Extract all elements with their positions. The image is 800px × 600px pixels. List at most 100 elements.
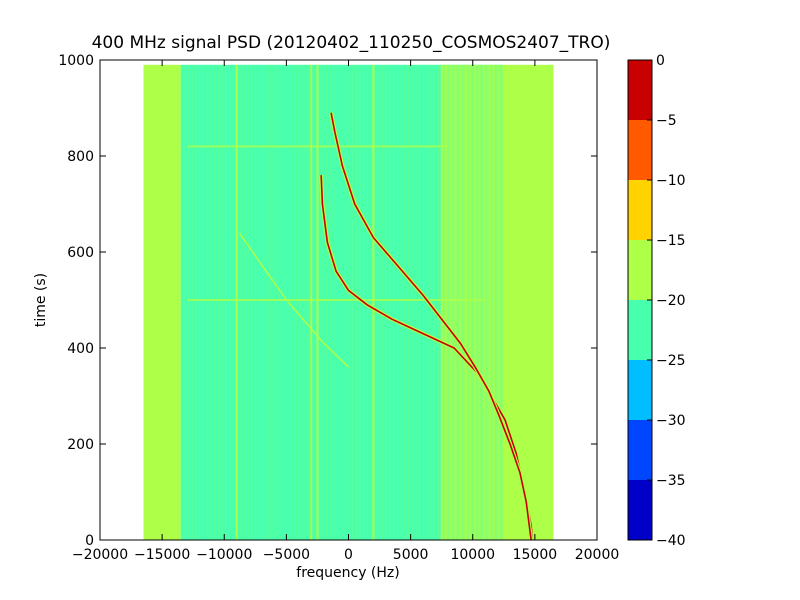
x-axis-ticks: −20000 −15000 −10000 −5000 0 5000 10000 15000 20… [72,60,619,563]
heatmap-streak [273,64,275,540]
heatmap-streak [451,64,453,540]
y-tick-label: 400 [67,341,94,357]
plot-area: −20000 −15000 −10000 −5000 0 5000 10000 15000 20… [58,53,619,563]
heatmap-streak [502,64,505,540]
heatmap-streak [184,64,186,540]
y-tick-label: 0 [85,533,94,549]
heatmap-streak [318,64,320,540]
heatmap-streak [352,64,354,540]
heatmap-streak [452,64,454,540]
heatmap-streak [382,64,383,540]
heatmap-streak [445,64,448,540]
heatmap-streak [385,64,387,540]
heatmap-streak [374,64,376,540]
heatmap-streak [262,64,264,540]
colorbar-tick-label: −15 [656,233,686,249]
heatmap-streak [303,64,305,540]
x-tick-label: 10000 [450,547,495,563]
x-tick-label: −10000 [196,547,252,563]
heatmap-streak [203,64,204,540]
heatmap-streak [437,64,439,540]
colorbar-tick-label: −20 [656,293,686,309]
heatmap-streak [477,64,480,540]
heatmap-streak [473,64,476,540]
heatmap-streak [467,64,470,540]
heatmap-streak [471,64,474,540]
heatmap-streak [359,64,361,540]
heatmap-streak [333,64,335,540]
heatmap-streak [456,64,458,540]
y-tick-label: 200 [67,437,94,453]
heatmap-streak [462,64,464,540]
heatmap-streak [468,64,471,540]
heatmap [143,64,554,540]
x-tick-label: 0 [344,547,353,563]
colorbar-tick-label: −40 [656,533,686,549]
heatmap-streak [348,64,350,540]
heatmap-streak [434,64,436,540]
colorbar-tick-label: 0 [656,53,665,69]
colorbar-segment [628,300,652,360]
heatmap-streak [488,64,490,540]
heatmap-streak [458,64,460,540]
heatmap-streak [483,64,485,540]
heatmap-streak [500,64,503,540]
heatmap-streak [314,64,316,540]
heatmap-streak [266,64,268,540]
heatmap-streak [244,64,245,540]
chart-title: 400 MHz signal PSD (20120402_110250_COSM… [92,33,611,53]
heatmap-streak [447,64,450,540]
x-tick-label: 5000 [393,547,429,563]
heatmap-streak [408,64,409,540]
heatmap-streak [484,64,486,540]
heatmap-streak [423,64,424,540]
x-tick-label: 15000 [513,547,558,563]
heatmap-streak [442,64,445,540]
heatmap-streak [460,64,462,540]
y-axis-ticks: 0 200 400 600 800 1000 [58,53,597,549]
heatmap-streak [300,64,301,540]
heatmap-streak [492,64,495,540]
heatmap-streak [490,64,492,540]
x-tick-label: 20000 [575,547,620,563]
colorbar-tick-label: −5 [656,113,677,129]
heatmap-streak [307,64,309,540]
heatmap-streak [393,64,395,540]
heatmap-streak [494,64,497,540]
x-tick-label: −20000 [72,547,128,563]
colorbar-segment [628,120,652,180]
heatmap-streak [225,64,227,540]
y-tick-label: 600 [67,245,94,261]
heatmap-streak [259,64,260,540]
y-axis-label: time (s) [33,273,49,327]
heatmap-streak [464,64,467,540]
heatmap-streak [326,64,327,540]
heatmap-streak [188,64,190,540]
signal-trace-2 [330,112,532,540]
colorbar: −40 −35 −30 −25 −20 −15 −10 −5 0 [627,53,686,549]
heatmap-band [143,64,181,540]
y-tick-label: 800 [67,149,94,165]
heatmap-streak [479,64,482,540]
heatmap-streak [485,64,487,540]
heatmap-streak [277,64,279,540]
heatmap-streak [251,64,253,540]
diagonal-trace [238,232,350,368]
heatmap-streak [453,64,455,540]
heatmap-streak [446,64,449,540]
heatmap-streak [378,64,380,540]
heatmap-streak [191,64,193,540]
heatmap-streak [501,64,504,540]
heatmap-streak [232,64,234,540]
heatmap-streak [329,64,331,540]
heatmap-streak [449,64,452,540]
heatmap-streak [389,64,391,540]
heatmap-streak [465,64,468,540]
heatmap-streak [459,64,461,540]
heatmap-streak [489,64,491,540]
spectral-features [186,64,535,540]
heatmap-streak [443,64,446,540]
x-tick-label: −15000 [134,547,190,563]
heatmap-streak [475,64,478,540]
heatmap-streak [455,64,457,540]
